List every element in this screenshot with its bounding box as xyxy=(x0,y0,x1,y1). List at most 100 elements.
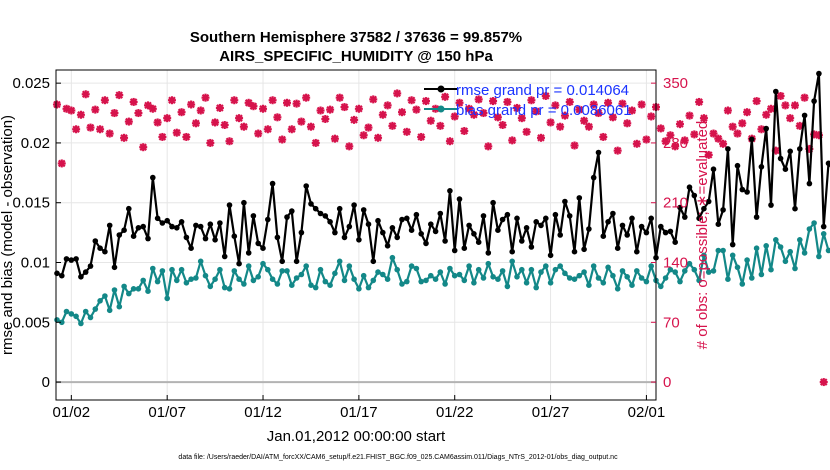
rmse-point xyxy=(413,211,420,218)
bias-point xyxy=(370,277,377,284)
rmse-point xyxy=(701,205,707,212)
rmse-point xyxy=(461,245,468,251)
obs-star-point xyxy=(254,129,263,138)
bias-point xyxy=(389,254,396,261)
bias-point xyxy=(73,313,79,320)
obs-star-point xyxy=(187,100,196,109)
obs-star-point xyxy=(541,91,550,100)
bias-point xyxy=(624,274,630,280)
bias-point xyxy=(432,276,439,283)
rmse-point xyxy=(648,215,654,222)
footer-data-file: data file: /Users/raeder/DAI/ATM_forcXX/… xyxy=(178,454,618,461)
obs-star-point xyxy=(637,100,646,109)
rmse-point xyxy=(595,149,602,156)
obs-star-point xyxy=(378,110,387,119)
bias-point xyxy=(130,286,137,292)
obs-star-point xyxy=(570,141,579,150)
rmse-point xyxy=(418,231,425,237)
obs-star-point xyxy=(359,131,368,140)
obs-star-point xyxy=(465,104,474,113)
obs-star-point xyxy=(618,99,627,108)
bias-point xyxy=(734,264,741,271)
rmse-point xyxy=(490,199,496,206)
obs-star-point xyxy=(699,114,708,123)
bias-point xyxy=(360,272,367,279)
obs-star-point xyxy=(388,121,397,130)
bias-point xyxy=(106,307,113,314)
bias-point xyxy=(356,286,362,292)
bias-point xyxy=(164,295,170,302)
obs-star-point xyxy=(695,97,704,106)
rmse-point xyxy=(174,225,180,231)
rmse-point xyxy=(720,207,726,213)
obs-star-point xyxy=(445,137,454,146)
legend-rmse-marker xyxy=(437,85,445,93)
bias-point xyxy=(384,276,391,283)
obs-star-point xyxy=(115,91,124,100)
bias-point xyxy=(150,265,156,272)
obs-star-point xyxy=(273,113,282,122)
rmse-point xyxy=(566,213,573,219)
obs-star-point xyxy=(206,138,215,147)
obs-star-point xyxy=(719,139,728,148)
obs-star-point xyxy=(819,378,828,387)
bias-point xyxy=(705,269,712,275)
bias-point xyxy=(442,281,448,287)
rmse-point xyxy=(312,205,319,212)
rmse-point xyxy=(255,240,261,247)
x-tick-label: 01/12 xyxy=(244,404,282,421)
x-axis: 01/02 01/07 01/12 01/17 01/22 01/27 02/01 xyxy=(53,395,665,421)
rmse-point xyxy=(686,184,693,190)
obs-star-point xyxy=(172,128,181,137)
obs-star-point xyxy=(661,137,670,146)
bias-point xyxy=(504,283,511,290)
obs-star-point xyxy=(762,110,771,119)
rmse-point xyxy=(365,221,372,227)
plot-frame xyxy=(55,69,657,401)
bias-point xyxy=(562,270,568,277)
obs-star-point xyxy=(560,111,569,120)
rmse-point xyxy=(734,162,741,169)
rmse-point xyxy=(547,252,554,259)
rmse-point xyxy=(485,250,492,256)
rmse-point xyxy=(236,260,242,267)
rmse-point xyxy=(825,160,830,167)
legend: rmse grand pr = 0.014064 bias grand pr =… xyxy=(424,82,632,119)
bias-point xyxy=(466,263,472,269)
obs-star-point xyxy=(287,125,296,134)
obs-star-point xyxy=(556,122,565,131)
bias-point xyxy=(820,231,827,237)
bias-point xyxy=(437,269,444,275)
rmse-point xyxy=(729,241,736,248)
bias-point xyxy=(485,260,492,267)
obs-star-point xyxy=(407,96,416,105)
rmse-point xyxy=(178,219,185,225)
rmse-point xyxy=(643,229,650,236)
rmse-point xyxy=(126,205,132,212)
obs-star-point xyxy=(498,121,507,129)
rmse-point xyxy=(662,229,669,236)
bias-point xyxy=(269,276,276,283)
rmse-point xyxy=(260,245,266,251)
rmse-point xyxy=(102,248,108,255)
obs-star-point xyxy=(604,98,613,107)
obs-star-point xyxy=(522,127,531,136)
right-tick-label: 350 xyxy=(663,75,688,92)
obs-star-point xyxy=(580,116,589,125)
rmse-point xyxy=(346,223,353,230)
obs-star-point xyxy=(239,122,248,131)
bias-point xyxy=(571,276,578,283)
bias-point xyxy=(566,275,573,281)
bias-point xyxy=(255,274,261,280)
x-tick-label: 01/17 xyxy=(340,404,378,421)
obs-star-point xyxy=(364,123,373,132)
rmse-point xyxy=(145,235,151,242)
bias-point xyxy=(523,280,530,286)
bias-point xyxy=(241,281,247,287)
bias-point xyxy=(816,253,822,260)
obs-star-point xyxy=(182,132,191,141)
obs-star-point xyxy=(350,115,359,124)
obs-star-point xyxy=(96,125,105,134)
rmse-point xyxy=(801,112,808,119)
rmse-point xyxy=(749,136,755,143)
